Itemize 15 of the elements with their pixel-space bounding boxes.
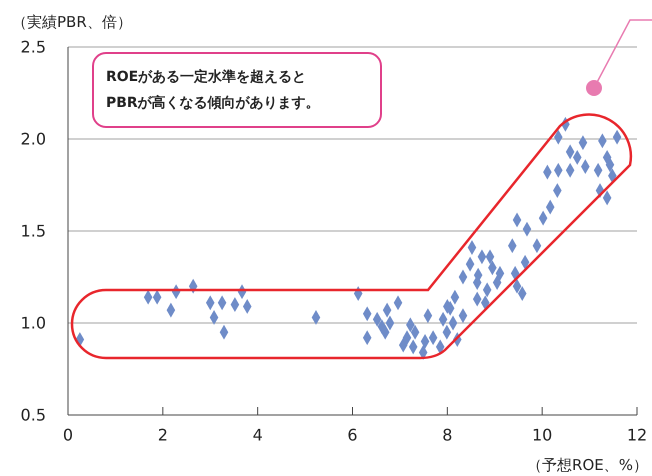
y-axis-title: （実績PBR、倍） (12, 13, 132, 31)
x-tick-label: 2 (158, 425, 168, 444)
y-tick-label: 1.0 (20, 314, 46, 333)
x-tick-label: 4 (252, 425, 263, 444)
y-tick-label: 2.5 (20, 38, 46, 57)
x-tick-label: 0 (62, 425, 74, 444)
x-tick-label: 10 (532, 425, 552, 444)
x-axis-title: （予想ROE、%） (527, 456, 648, 474)
y-tick-label: 2.0 (20, 130, 46, 149)
x-tick-label: 12 (626, 425, 648, 444)
x-tick-label: 6 (347, 425, 358, 444)
x-tick-label: 8 (442, 425, 452, 444)
y-tick-label: 1.5 (20, 222, 46, 241)
y-tick-label: 0.5 (20, 406, 46, 425)
annotation: ROEがある一定水準を超えると PBRが高くなる傾向があります。 (92, 52, 382, 128)
